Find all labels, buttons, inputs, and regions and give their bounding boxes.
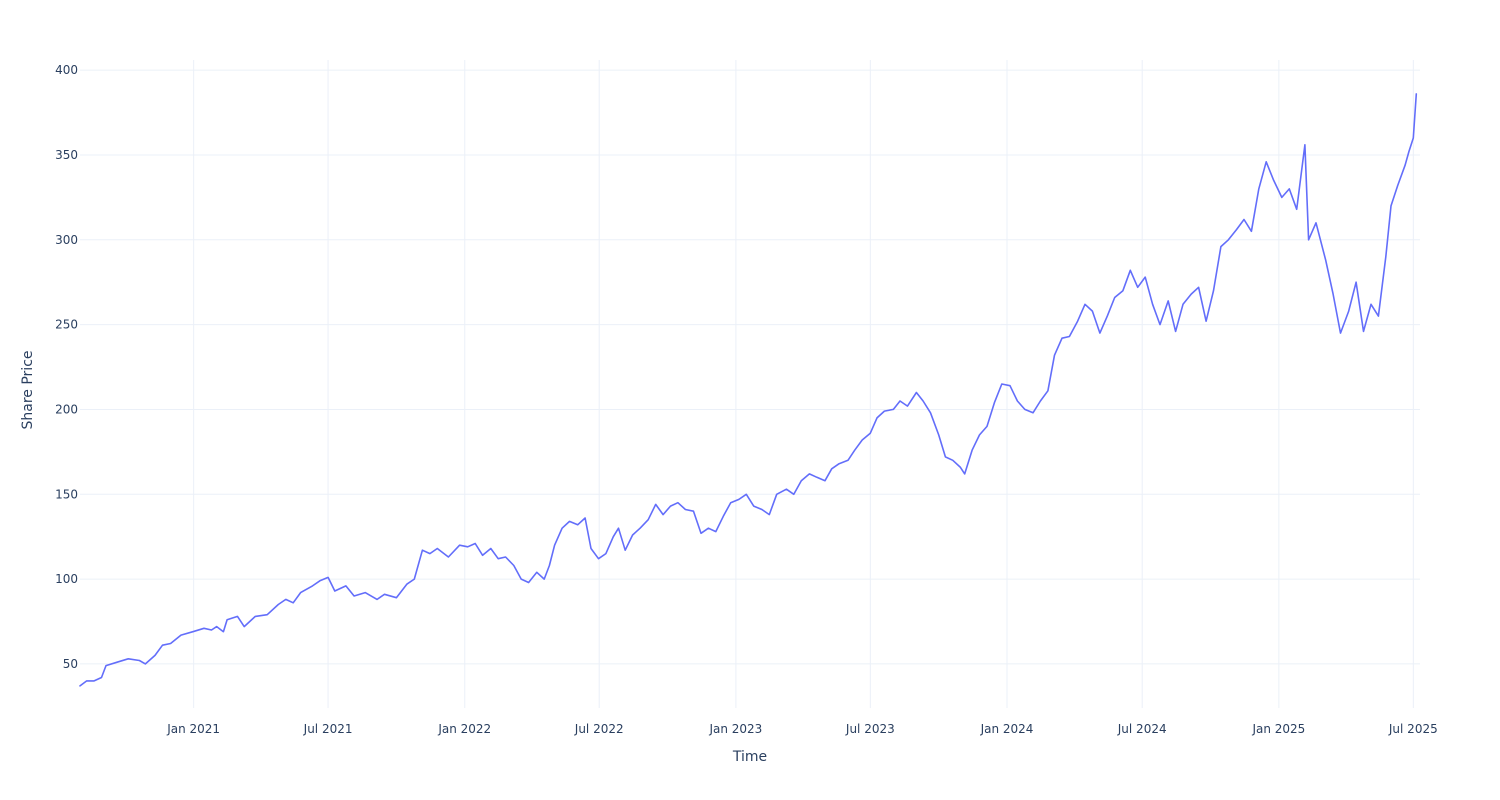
- y-tick-label: 200: [55, 402, 78, 416]
- x-axis-title: Time: [732, 749, 767, 765]
- x-tick-label: Jul 2024: [1117, 722, 1167, 736]
- series-layer: [79, 93, 1418, 687]
- x-tick-label: Jan 2025: [1251, 722, 1305, 736]
- y-tick-label: 100: [55, 572, 78, 586]
- share-price-series-line: [79, 93, 1418, 687]
- horizontal-gridlines: [80, 69, 1420, 665]
- y-tick-label: 50: [63, 657, 78, 671]
- y-tick-label: 300: [55, 233, 78, 247]
- x-tick-label: Jul 2025: [1388, 722, 1438, 736]
- y-axis-tick-labels: 50 100 150 200 250 300 350 400: [55, 63, 78, 671]
- x-tick-label: Jan 2022: [437, 722, 491, 736]
- vertical-gridlines: [193, 60, 1414, 708]
- y-tick-label: 400: [55, 63, 78, 77]
- x-tick-label: Jul 2021: [303, 722, 353, 736]
- x-tick-label: Jan 2021: [166, 722, 220, 736]
- x-axis-tick-labels: Jan 2021 Jul 2021 Jan 2022 Jul 2022 Jan 2023…: [166, 722, 1438, 736]
- x-tick-label: Jan 2024: [980, 722, 1034, 736]
- y-tick-label: 150: [55, 487, 78, 501]
- y-tick-label: 250: [55, 318, 78, 332]
- x-tick-label: Jul 2023: [845, 722, 895, 736]
- y-tick-label: 350: [55, 148, 78, 162]
- x-tick-label: Jan 2023: [708, 722, 762, 736]
- x-tick-label: Jul 2022: [574, 722, 624, 736]
- y-axis-title: Share Price: [20, 350, 36, 429]
